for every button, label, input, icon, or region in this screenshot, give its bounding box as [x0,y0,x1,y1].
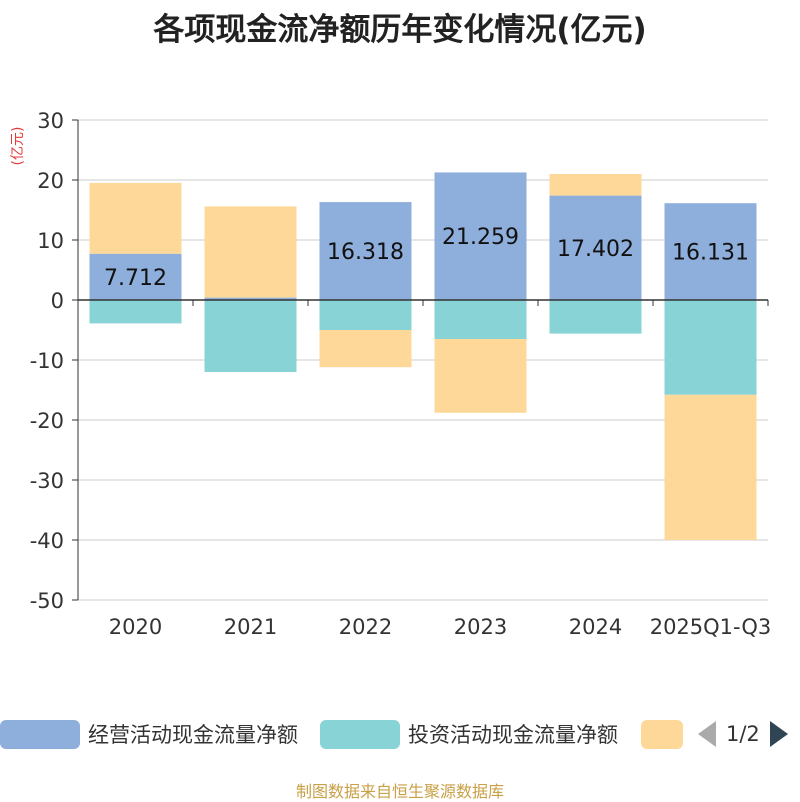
y-tick-label: 20 [37,169,64,193]
bar-financing [664,394,757,540]
legend-label-investing: 投资活动现金流量净额 [408,723,618,747]
legend-item-investing[interactable]: 投资活动现金流量净额 [320,716,618,752]
y-tick-label: 30 [37,109,64,133]
legend: 经营活动现金流量净额 投资活动现金流量净额 [0,716,800,752]
bar-financing [549,173,642,196]
legend-item-operating[interactable]: 经营活动现金流量净额 [0,716,298,752]
data-label: 17.402 [557,237,634,262]
chart-svg: 30 20 10 0 -10 -20 -30 -40 -50 (亿元) 2020 2021 2022 20… [10,109,772,639]
y-tick-label: -50 [30,589,64,613]
bar-investing [89,300,182,324]
source-note: 制图数据来自恒生聚源数据库 [295,782,504,801]
x-tick-label: 2020 [109,615,162,639]
legend-item-financing[interactable] [641,716,683,752]
bar-financing [434,339,527,413]
x-tick-label: 2022 [339,615,392,639]
legend-swatch-investing [320,719,400,749]
legend-swatch-operating [0,719,80,749]
bar-operating [319,202,412,300]
bar-operating [549,195,642,300]
x-tick-label: 2025Q1-Q3 [650,615,772,639]
bar-investing [434,300,527,339]
x-tick-label: 2024 [569,615,622,639]
chart-title: 各项现金流净额历年变化情况(亿元) [153,12,647,48]
bar-operating [89,253,182,300]
y-tick-label: -10 [30,349,64,373]
legend-swatch-financing [641,719,683,749]
y-tick-label: -40 [30,529,64,553]
pager-text: 1/2 [726,722,760,746]
pager-prev-icon[interactable] [698,721,716,747]
y-tick-label: 10 [37,229,64,253]
legend-label-operating: 经营活动现金流量净额 [88,723,298,747]
bar-investing [319,300,412,330]
bar-operating [204,297,297,300]
bar-financing [319,330,412,368]
x-tick-label: 2023 [454,615,507,639]
bar-operating [664,203,757,300]
bar-financing [204,206,297,298]
legend-pager: 1/2 [698,716,788,752]
data-label: 7.712 [104,266,167,291]
x-tick-label: 2021 [224,615,277,639]
bar-investing [549,300,642,334]
data-label: 21.259 [442,225,519,250]
data-label: 16.131 [672,241,749,266]
bar-financing [89,182,182,254]
y-axis-label: (亿元) [10,127,26,166]
bar-investing [204,300,297,372]
y-tick-label: 0 [51,289,64,313]
pager-next-icon[interactable] [769,721,788,747]
y-tick-label: -20 [30,409,64,433]
y-tick-label: -30 [30,469,64,493]
bar-investing [664,300,757,395]
bar-operating [434,172,527,300]
data-label: 16.318 [327,240,404,265]
